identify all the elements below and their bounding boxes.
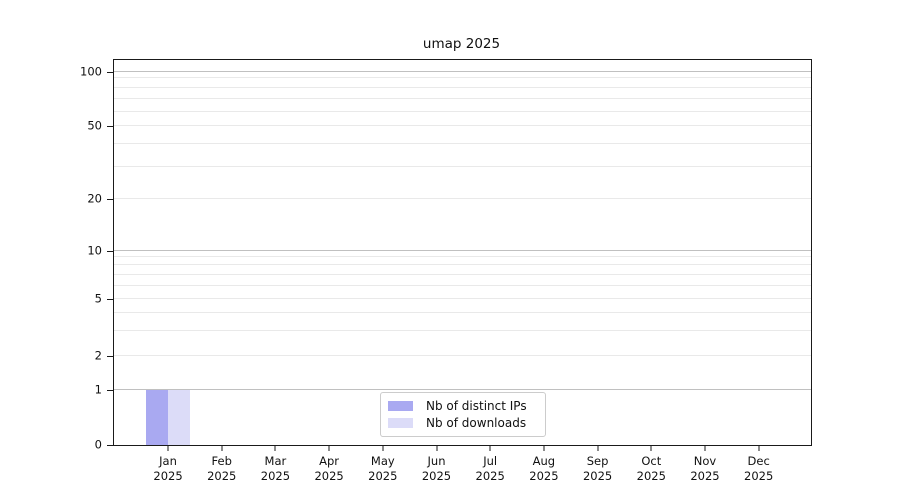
- x-tick-year: 2025: [744, 469, 774, 483]
- y-tick-mark: [107, 72, 114, 73]
- x-tick-label: Mar 2025: [261, 454, 290, 484]
- x-tick-label: Dec 2025: [744, 454, 773, 484]
- x-tick-month: Aug: [532, 454, 556, 468]
- x-tick-month: Nov: [693, 454, 717, 468]
- legend-swatch-downloads: [388, 418, 413, 428]
- x-tick-mark: [597, 445, 599, 451]
- legend-item-distinct-ips: Nb of distinct IPs: [388, 399, 537, 413]
- x-tick-label: May 2025: [368, 454, 397, 484]
- x-tick-mark: [543, 445, 545, 451]
- major-gridline: [114, 250, 811, 251]
- x-tick-year: 2025: [153, 469, 183, 483]
- y-tick-mark: [107, 299, 114, 300]
- y-tick-label: 100: [80, 64, 102, 79]
- x-tick-mark: [758, 445, 760, 451]
- x-tick-month: Sep: [586, 454, 609, 468]
- x-tick-year: 2025: [368, 469, 398, 483]
- x-tick-mark: [274, 445, 276, 451]
- y-tick-mark: [107, 198, 114, 200]
- minor-gridline: [114, 87, 811, 88]
- y-tick-label: 2: [94, 348, 102, 363]
- x-tick-month: Dec: [747, 454, 770, 468]
- x-tick-label: Jun 2025: [422, 454, 451, 484]
- bar-nb-of-distinct-ips: [146, 389, 169, 445]
- x-tick-month: Mar: [264, 454, 287, 468]
- x-tick-label: Jan 2025: [153, 454, 182, 484]
- x-tick-mark: [382, 445, 384, 451]
- y-tick-mark: [107, 355, 114, 357]
- legend-swatch-distinct-ips: [388, 401, 413, 411]
- x-tick-label: Sep 2025: [583, 454, 612, 484]
- x-tick-mark: [328, 445, 330, 451]
- x-tick-year: 2025: [529, 469, 559, 483]
- x-tick-mark: [436, 445, 437, 451]
- minor-gridline: [114, 264, 811, 266]
- y-tick-label: 50: [87, 118, 102, 133]
- y-tick-mark: [107, 125, 114, 127]
- minor-gridline: [114, 273, 811, 275]
- y-tick-label: 20: [87, 191, 102, 206]
- y-tick-mark: [107, 445, 114, 446]
- legend-label-downloads: Nb of downloads: [426, 416, 527, 430]
- y-tick-label: 10: [87, 243, 102, 258]
- major-gridline: [114, 388, 811, 390]
- minor-gridline: [114, 166, 811, 167]
- x-tick-year: 2025: [421, 469, 452, 483]
- y-tick-mark: [107, 250, 114, 252]
- minor-gridline: [114, 198, 811, 199]
- major-gridline: [114, 71, 811, 73]
- minor-gridline: [114, 125, 811, 126]
- minor-gridline: [114, 330, 811, 332]
- bar-nb-of-downloads: [168, 389, 191, 445]
- x-tick-year: 2025: [690, 469, 720, 483]
- x-tick-month: May: [370, 454, 395, 468]
- chart-title: umap 2025: [422, 36, 501, 52]
- x-tick-label: Feb 2025: [207, 454, 236, 484]
- x-tick-mark: [221, 445, 223, 451]
- x-tick-mark: [489, 445, 491, 451]
- y-tick-label: 0: [94, 437, 102, 452]
- x-tick-mark: [650, 445, 652, 451]
- x-tick-year: 2025: [314, 469, 344, 483]
- x-tick-month: Jan: [159, 454, 177, 468]
- x-tick-year: 2025: [207, 469, 237, 483]
- x-tick-label: Aug 2025: [529, 454, 558, 484]
- x-tick-label: Apr 2025: [314, 454, 343, 484]
- x-tick-year: 2025: [582, 469, 613, 483]
- minor-gridline: [114, 77, 811, 79]
- y-tick-label: 5: [94, 291, 102, 306]
- x-tick-mark: [704, 445, 706, 451]
- y-tick-label: 1: [94, 382, 102, 397]
- plot-area: 0 1 2 5 10 20 50 100 Jan 2025 Feb 2025 Mar 2025 Apr 20…: [80, 59, 812, 483]
- minor-gridline: [114, 111, 811, 113]
- x-tick-label: Nov 2025: [690, 454, 719, 484]
- legend-label-distinct-ips: Nb of distinct IPs: [426, 399, 527, 413]
- x-tick-year: 2025: [475, 469, 505, 483]
- minor-gridline: [114, 355, 811, 356]
- x-tick-year: 2025: [260, 469, 291, 483]
- x-tick-month: Oct: [641, 454, 662, 468]
- x-tick-month: Apr: [319, 454, 340, 468]
- x-tick-label: Jul 2025: [476, 454, 505, 484]
- legend: Nb of distinct IPs Nb of downloads: [380, 392, 546, 437]
- minor-gridline: [114, 285, 811, 286]
- minor-gridline: [114, 143, 811, 145]
- legend-item-downloads: Nb of downloads: [388, 416, 537, 430]
- x-tick-year: 2025: [636, 469, 666, 483]
- minor-gridline: [114, 298, 811, 300]
- x-tick-month: Jul: [483, 454, 498, 468]
- x-tick-mark: [167, 445, 169, 451]
- minor-gridline: [114, 311, 811, 313]
- x-tick-month: Feb: [211, 454, 232, 468]
- y-tick-mark: [107, 389, 114, 391]
- minor-gridline: [114, 256, 811, 258]
- x-tick-month: Jun: [427, 454, 446, 468]
- x-tick-label: Oct 2025: [637, 454, 666, 484]
- minor-gridline: [114, 98, 811, 100]
